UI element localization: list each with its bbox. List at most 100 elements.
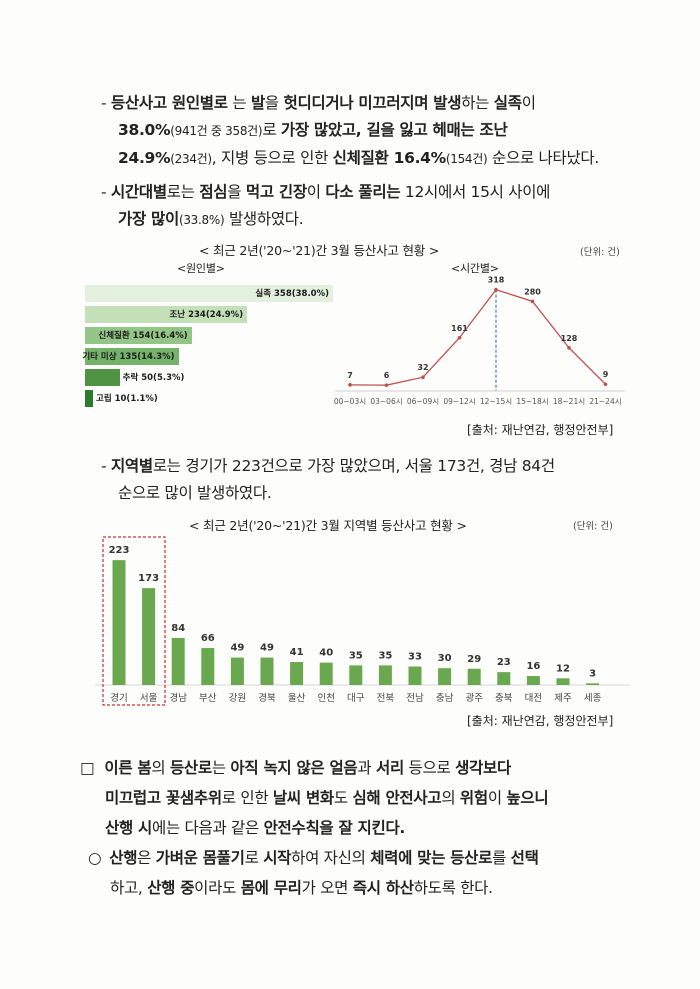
data-label: 32: [417, 363, 428, 372]
cause-bar-label: 조난 234(24.9%): [169, 310, 244, 320]
data-label: 35: [349, 650, 363, 661]
x-tick-label: 03~06시: [370, 397, 402, 406]
x-tick-label: 제주: [554, 693, 572, 704]
region-bar: [112, 560, 126, 685]
x-tick-label: 06~09시: [407, 397, 439, 406]
data-label: 173: [138, 573, 159, 584]
data-label: 16: [526, 661, 540, 672]
x-tick-label: 경북: [258, 692, 276, 704]
circle-line1: ○ 산행은 가벼운 몸풀기로 시작하여 자신의 체력에 맞는 등산로를 선택: [88, 849, 539, 867]
data-label: 23: [497, 657, 511, 668]
region-bar: [526, 676, 540, 685]
data-point: [457, 335, 462, 340]
region-bar: [497, 672, 511, 685]
bullet-region-line2: 순으로 많이 발생하였다.: [118, 484, 272, 502]
region-bar: [349, 665, 363, 685]
region-bar: [408, 666, 422, 685]
time-line-chart: 7 00~03시 6 03~06시 32 06~09시 161 09~12시 318 12~15시…: [334, 276, 625, 406]
x-tick-label: 전북: [377, 693, 395, 704]
data-label: 29: [467, 654, 481, 665]
cause-bar: 고립 10(1.1%): [85, 390, 158, 407]
x-tick-label: 강원: [229, 693, 246, 704]
region-bar: [142, 588, 156, 685]
region-bar: [438, 668, 452, 685]
data-point: [567, 346, 571, 350]
region-bar: [290, 662, 304, 685]
bullet-cause: - 등산사고 원인별로 는 발을 헛디디거나 미끄러지며 발생하는 실족이 38…: [101, 90, 641, 173]
data-point: [421, 375, 425, 380]
circle-paragraph: ○ 산행은 가벼운 몸풀기로 시작하여 자신의 체력에 맞는 등산로를 선택 하고…: [88, 843, 648, 903]
data-point: [603, 382, 608, 387]
data-label: 33: [408, 652, 422, 663]
cause-bar-label: 추락 50(5.3%): [122, 373, 185, 383]
cause-bar-label: 실족 358(38.0%): [255, 289, 329, 299]
chart1-time-subtitle: <시간별>: [451, 262, 499, 275]
data-label: 30: [438, 653, 452, 664]
cause-bar: 실족 358(38.0%): [85, 285, 333, 302]
bullet-time-line1: - 시간대별로는 점심을 먹고 긴장이 다소 풀리는 12시에서 15시 사이에: [101, 183, 551, 201]
bullet-cause-line3: 24.9%(234건), 지병 등으로 인한 신체질환 16.4%(154건) …: [118, 149, 599, 167]
data-label: 318: [488, 276, 505, 285]
data-label: 128: [561, 334, 578, 343]
data-label: 161: [451, 324, 468, 333]
circle-bullet-icon: ○: [88, 849, 102, 867]
region-bar: [260, 657, 274, 685]
cause-bar: 조난 234(24.9%): [85, 306, 248, 323]
chart2-source: [출처: 재난연감, 행정안전부]: [467, 714, 614, 728]
bullet-region: - 지역별로는 경기가 223건으로 가장 많았으며, 서울 173건, 경남 …: [101, 453, 641, 507]
data-label: 7: [347, 371, 353, 380]
x-tick-label: 충남: [436, 693, 454, 704]
cause-bar: 기타 미상 135(14.3%): [82, 348, 179, 365]
data-label: 3: [589, 668, 596, 679]
bullet-region-line1: - 지역별로는 경기가 223건으로 가장 많았으며, 서울 173건, 경남 …: [101, 457, 555, 475]
x-tick-label: 00~03시: [334, 397, 366, 406]
region-bar: [586, 683, 600, 685]
cause-bar-label: 기타 미상 135(14.3%): [82, 352, 175, 362]
x-tick-label: 대구: [347, 693, 365, 704]
x-tick-label: 경남: [169, 692, 187, 704]
bullet-time-line2: 가장 많이(33.8%) 발생하였다.: [118, 210, 304, 228]
chart1-source: [출처: 재난연감, 행정안전부]: [467, 423, 614, 437]
x-tick-label: 18~21시: [553, 397, 585, 406]
chart2-title: < 최근 2년('20~'21)간 3월 지역별 등산사고 현황 >: [189, 518, 467, 533]
data-label: 280: [524, 287, 541, 296]
cause-bar-label: 고립 10(1.1%): [96, 394, 158, 404]
data-label: 40: [319, 648, 333, 659]
region-bar: [171, 637, 185, 685]
series-line: [349, 288, 606, 386]
x-tick-label: 충북: [495, 693, 513, 704]
x-tick-label: 광주: [465, 692, 483, 704]
data-point: [530, 299, 535, 304]
region-bar: [319, 662, 333, 685]
circle-line2: 하고, 산행 중이라도 몸에 무리가 오면 즉시 하산하도록 한다.: [110, 879, 493, 897]
x-tick-label: 서울: [140, 693, 158, 704]
x-tick-label: 09~12시: [443, 397, 475, 406]
region-bar: [230, 657, 244, 685]
cause-bar: 신체질환 154(16.4%): [85, 327, 192, 344]
data-point: [494, 287, 498, 292]
notice-line2: 미끄럽고 꽃샘추위로 인한 날씨 변화도 심해 안전사고의 위험이 높으니: [105, 789, 549, 807]
notice-line1: □ 이른 봄의 등산로는 아직 녹지 않은 얼음과 서리 등으로 생각보다: [80, 759, 511, 777]
x-tick-label: 울산: [288, 693, 306, 704]
bullet-cause-line2: 38.0%(941건 중 358건)로 가장 많았고, 길을 잃고 헤매는 조난: [118, 121, 508, 139]
data-label: 49: [260, 643, 274, 654]
data-label: 84: [171, 623, 185, 634]
chart1-unit: (단위: 건): [580, 247, 620, 258]
data-point: [384, 383, 389, 387]
notice-line3: 산행 시에는 다음과 같은 안전수칙을 잘 지킨다.: [105, 819, 406, 837]
cause-bar: 추락 50(5.3%): [85, 369, 184, 386]
chart1-title: < 최근 2년('20~'21)간 3월 등산사고 현황 >: [199, 243, 440, 258]
chart1-cause-subtitle: <원인별>: [177, 262, 225, 275]
region-bar-chart: 223 경기 173 서울 84 경남 66 부산 49 강원 49 경북 41 울산 40 인천 35 대구 35…: [95, 536, 630, 706]
cause-bar-chart: 실족 358(38.0%) 조난 234(24.9%) 신체질환 154(16.4%…: [82, 285, 335, 410]
x-tick-label: 15~18시: [516, 397, 548, 406]
x-tick-label: 전남: [406, 693, 424, 704]
data-label: 9: [603, 370, 609, 379]
checkbox-square-icon: □: [80, 759, 95, 777]
data-label: 66: [201, 633, 215, 644]
data-label: 35: [378, 650, 392, 661]
x-tick-label: 21~24시: [589, 397, 621, 406]
data-point: [348, 383, 352, 387]
x-tick-label: 경기: [110, 692, 127, 704]
region-bar: [467, 668, 481, 685]
